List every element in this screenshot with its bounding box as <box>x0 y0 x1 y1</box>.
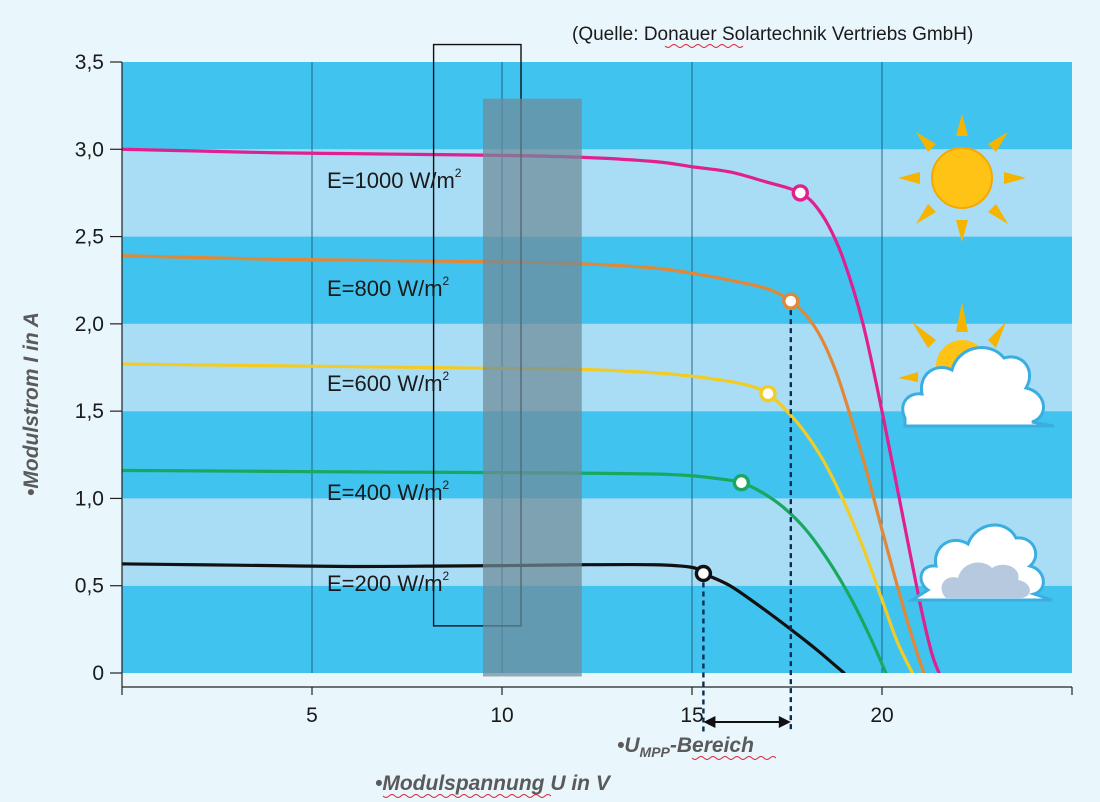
background-band <box>122 62 1072 150</box>
curve-label: E=800 W/m2 <box>327 274 450 301</box>
source-note: (Quelle: Donauer Solartechnik Vertriebs … <box>572 24 973 45</box>
background-band <box>122 149 1072 237</box>
mpp-range-label: •UMPP-Bereich <box>617 734 754 760</box>
y-tick-label: 2,0 <box>75 313 104 336</box>
curve-label-sup: 2 <box>443 369 450 383</box>
y-tick-label: 0,5 <box>75 575 104 598</box>
curve-label-text: E=1000 W/m <box>327 168 455 193</box>
x-tick-label: 20 <box>870 704 893 727</box>
curve-label-text: E=600 W/m <box>327 371 443 396</box>
curve-label-sup: 2 <box>455 166 462 180</box>
cloud-icon <box>906 523 1053 602</box>
curve-label: E=1000 W/m2 <box>327 166 462 193</box>
y-tick-label: 1,0 <box>75 487 104 510</box>
x-tick-label: 15 <box>680 704 703 727</box>
y-tick-label: 0 <box>92 662 104 685</box>
iv-curve <box>122 254 926 673</box>
sun-behind-cloud-icon <box>898 302 1055 428</box>
curve-label-text: E=400 W/m <box>327 480 443 505</box>
mpp-range-annotation <box>703 716 791 728</box>
axes <box>110 61 1073 695</box>
range-annotations <box>432 43 582 677</box>
iv-curve <box>122 468 888 673</box>
spellcheck-underline <box>664 44 744 48</box>
iv-curve <box>122 147 941 673</box>
mpp-marker <box>759 384 777 403</box>
iv-curve <box>122 362 914 673</box>
mpp-marker <box>782 292 800 310</box>
curve-label-sup: 2 <box>443 274 450 288</box>
spellcheck-underline <box>691 756 777 760</box>
x-tick-labels: 5 10 15 20 <box>306 704 894 727</box>
mpp-marker <box>732 474 751 492</box>
curve-label: E=400 W/m2 <box>327 478 450 505</box>
shaded-voltage-range <box>483 98 582 677</box>
x-tick-label: 5 <box>306 704 318 727</box>
mpp-marker <box>791 184 809 202</box>
curve-label-text: E=200 W/m <box>327 571 443 596</box>
y-axis-title: •Modulstrom I in A <box>20 312 43 496</box>
curve-labels: E=1000 W/m2E=800 W/m2E=600 W/m2E=400 W/m… <box>327 166 462 596</box>
mpp-range-arrowhead-right <box>778 716 791 728</box>
curve-label: E=600 W/m2 <box>327 369 450 396</box>
iv-curves <box>122 147 941 673</box>
y-tick-labels: 0 0,5 1,0 1,5 2,0 2,5 3,0 3,5 <box>75 51 104 685</box>
curve-label: E=200 W/m2 <box>327 569 450 596</box>
curve-label-sup: 2 <box>443 478 450 492</box>
iv-curve <box>122 562 846 673</box>
y-tick-label: 3,0 <box>75 138 104 161</box>
spellcheck-underline <box>382 794 552 798</box>
curve-label-sup: 2 <box>443 569 450 583</box>
y-tick-label: 1,5 <box>75 400 104 423</box>
mpp-range-arrowhead-left <box>703 716 716 728</box>
y-tick-label: 2,5 <box>75 226 104 249</box>
background-band <box>122 236 1072 324</box>
y-tick-label: 3,5 <box>75 51 104 74</box>
curve-label-text: E=800 W/m <box>327 276 443 301</box>
mpp-marker <box>694 564 713 583</box>
x-axis-title: •Modulspannung U in V <box>375 772 612 795</box>
x-tick-label: 10 <box>490 704 513 727</box>
mpp-markers <box>694 184 809 583</box>
sun-icon <box>898 114 1026 242</box>
